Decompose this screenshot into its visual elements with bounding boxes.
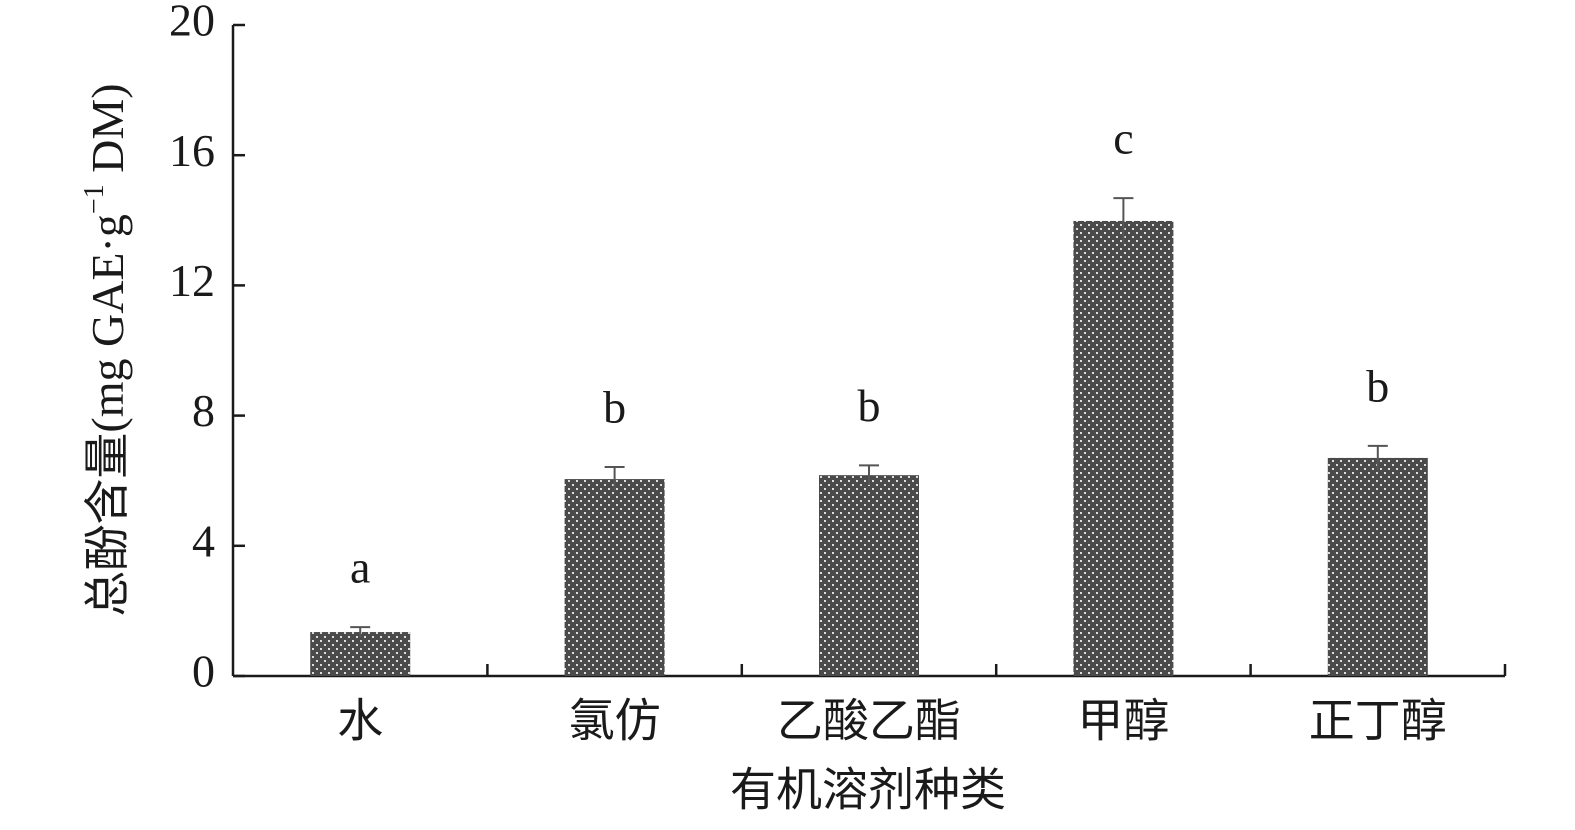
x-tick-label: 甲醇	[1077, 694, 1169, 748]
x-tick-label: 氯仿	[569, 694, 661, 748]
y-label-sup: −1	[79, 184, 110, 214]
y-tick-label: 8	[192, 385, 215, 436]
x-tick-label: 水	[337, 694, 383, 748]
significance-label: b	[858, 380, 881, 431]
significance-label: c	[1113, 113, 1133, 164]
y-tick-label: 16	[169, 125, 215, 176]
bar	[310, 632, 411, 676]
bar	[819, 475, 919, 676]
x-tick-label: 乙酸乙酯	[777, 694, 961, 748]
bar	[564, 479, 665, 676]
y-axis-label: 总酚含量(mg GAE·g−1 DM)	[79, 83, 133, 616]
y-label-main: 总酚含量(mg GAE·g	[82, 214, 133, 616]
significance-label: a	[350, 542, 370, 593]
bar	[1073, 220, 1174, 677]
y-tick-label: 0	[192, 646, 215, 697]
significance-label: b	[1366, 360, 1389, 411]
x-axis-label: 有机溶剂种类	[730, 765, 1006, 816]
y-tick-label: 12	[169, 255, 215, 306]
significance-label: b	[603, 382, 626, 433]
y-tick-label: 20	[169, 0, 215, 46]
y-tick-label: 4	[192, 515, 215, 566]
y-label-tail: DM)	[82, 83, 133, 184]
bar	[1327, 457, 1428, 676]
x-tick-label: 正丁醇	[1309, 694, 1447, 748]
